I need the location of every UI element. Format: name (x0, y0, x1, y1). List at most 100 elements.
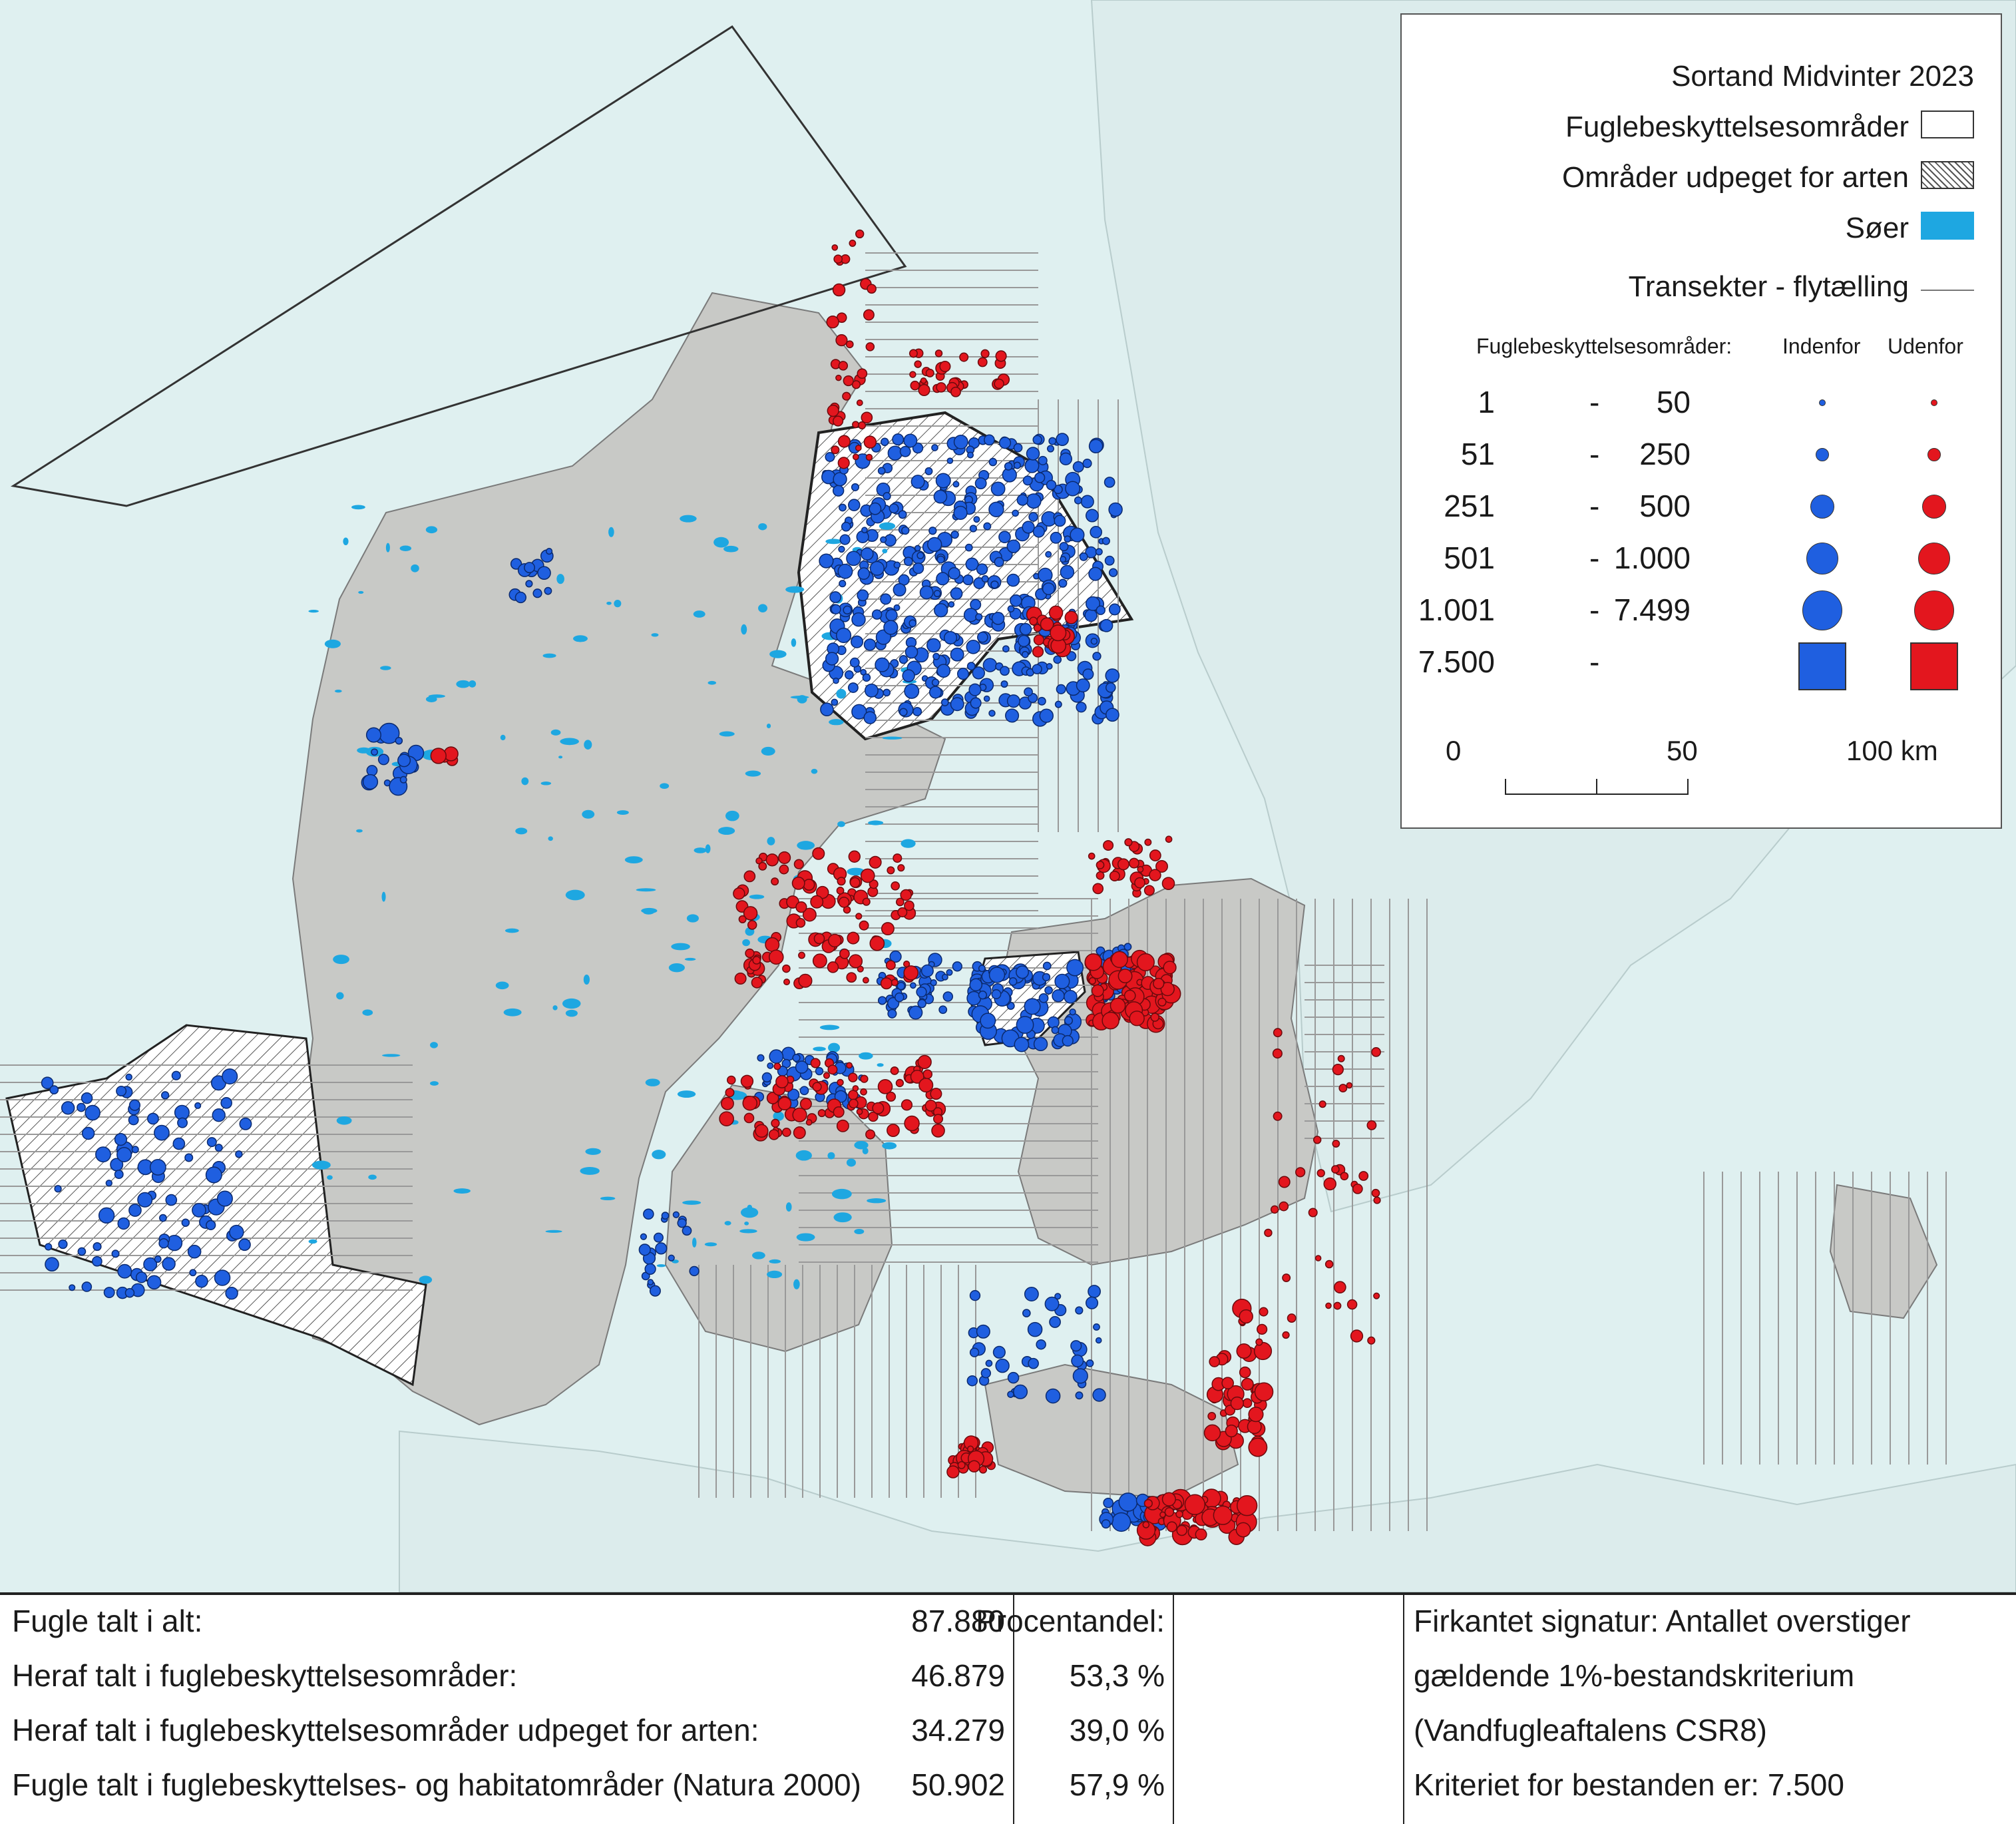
observation-inside (1054, 515, 1066, 527)
observation-inside (767, 1062, 774, 1069)
legend-swatch-species (1921, 161, 1974, 189)
observation-outside (839, 948, 850, 959)
lake (585, 1148, 601, 1155)
observation-inside (1076, 678, 1090, 693)
stat-note: (Vandfugleaftalens CSR8) (1414, 1713, 1767, 1747)
observation-inside (889, 503, 899, 514)
observation-inside (98, 1207, 115, 1224)
observation-inside (761, 1072, 772, 1082)
scale-label-100: 100 km (1846, 735, 1938, 766)
observation-outside (1161, 1492, 1176, 1506)
observation-inside (950, 530, 959, 539)
observation-inside (1082, 668, 1094, 680)
observation-outside (845, 340, 854, 349)
observation-outside (1032, 646, 1044, 658)
observation-outside (1175, 1510, 1183, 1518)
observation-outside (918, 383, 930, 397)
observation-inside (966, 662, 976, 671)
scale-label-0: 0 (1446, 735, 1462, 766)
observation-outside (1314, 1255, 1322, 1261)
lake (560, 738, 579, 746)
observation-inside (988, 457, 998, 467)
observation-outside (1295, 1167, 1306, 1178)
observation-inside (1022, 521, 1035, 534)
observation-outside (1160, 982, 1175, 997)
observation-outside (798, 951, 805, 959)
observation-outside (856, 1108, 863, 1115)
size-class-dash: - (1589, 489, 1600, 523)
lake (336, 992, 344, 1000)
size-class-dash: - (1589, 541, 1600, 575)
observation-outside (1331, 1165, 1340, 1174)
observation-inside (851, 483, 859, 491)
observation-inside (920, 964, 934, 977)
scale-tick-100 (1687, 779, 1689, 795)
observation-inside (968, 683, 982, 696)
lake (582, 809, 595, 819)
observation-inside (189, 1269, 197, 1277)
observation-outside (802, 907, 817, 922)
observation-inside (1065, 481, 1081, 497)
observation-outside (1103, 839, 1114, 851)
lake (504, 928, 519, 933)
size-class-min: 501 (1444, 541, 1495, 575)
observation-outside (1239, 1366, 1251, 1379)
observation-outside (1273, 1028, 1283, 1038)
observation-inside (1052, 989, 1065, 1003)
observation-outside (904, 1115, 920, 1132)
observation-inside (216, 1190, 233, 1207)
size-class-max: 50 (1656, 385, 1691, 419)
observation-inside (898, 510, 907, 519)
observation-inside (883, 620, 899, 635)
observation-inside (1104, 555, 1115, 566)
lake (795, 1150, 812, 1161)
observation-outside (1143, 885, 1155, 896)
observation-outside (771, 1118, 780, 1128)
observation-inside (892, 433, 905, 446)
observation-inside (839, 534, 851, 545)
observation-inside (980, 1013, 996, 1029)
lake (742, 939, 750, 947)
observation-inside (946, 969, 953, 976)
observation-outside (812, 953, 827, 969)
observation-inside (124, 1287, 135, 1298)
observation-inside (862, 673, 871, 682)
lake (381, 891, 386, 902)
observation-outside (798, 973, 813, 988)
stat-label: Heraf talt i fuglebeskyttelsesområder ud… (12, 1713, 759, 1747)
observation-inside (839, 503, 847, 512)
observation-inside (948, 567, 960, 580)
lake (351, 505, 365, 510)
observation-outside (1109, 870, 1120, 881)
observation-inside (77, 1102, 86, 1112)
observation-inside (177, 1117, 188, 1128)
observation-outside (1340, 1172, 1349, 1181)
size-symbol-outside (1914, 590, 1954, 630)
observation-inside (994, 557, 1004, 567)
lake (645, 1078, 660, 1086)
lake (411, 564, 419, 572)
observation-inside (638, 1244, 651, 1256)
observation-inside (1070, 527, 1085, 543)
observation-inside (895, 992, 905, 1003)
observation-inside (653, 1232, 664, 1243)
observation-outside (1064, 610, 1078, 624)
observation-outside (930, 1088, 942, 1100)
observation-outside (743, 870, 756, 883)
lake (882, 549, 888, 554)
lake (381, 1054, 401, 1057)
observation-inside (1053, 655, 1062, 664)
stat-percent: 57,9 % (1069, 1767, 1165, 1802)
observation-outside (1150, 1013, 1160, 1022)
observation-outside (836, 1119, 849, 1132)
lake (668, 963, 685, 973)
lake (552, 1005, 558, 1011)
observation-inside (901, 526, 910, 535)
observation-outside (946, 1465, 960, 1479)
observation-inside (914, 545, 921, 552)
observation-outside (950, 386, 961, 397)
legend: Sortand Midvinter 2023 Fuglebeskyttelses… (1400, 13, 2002, 829)
lake (356, 829, 363, 833)
observation-inside (362, 774, 379, 790)
observation-inside (1024, 1287, 1039, 1301)
